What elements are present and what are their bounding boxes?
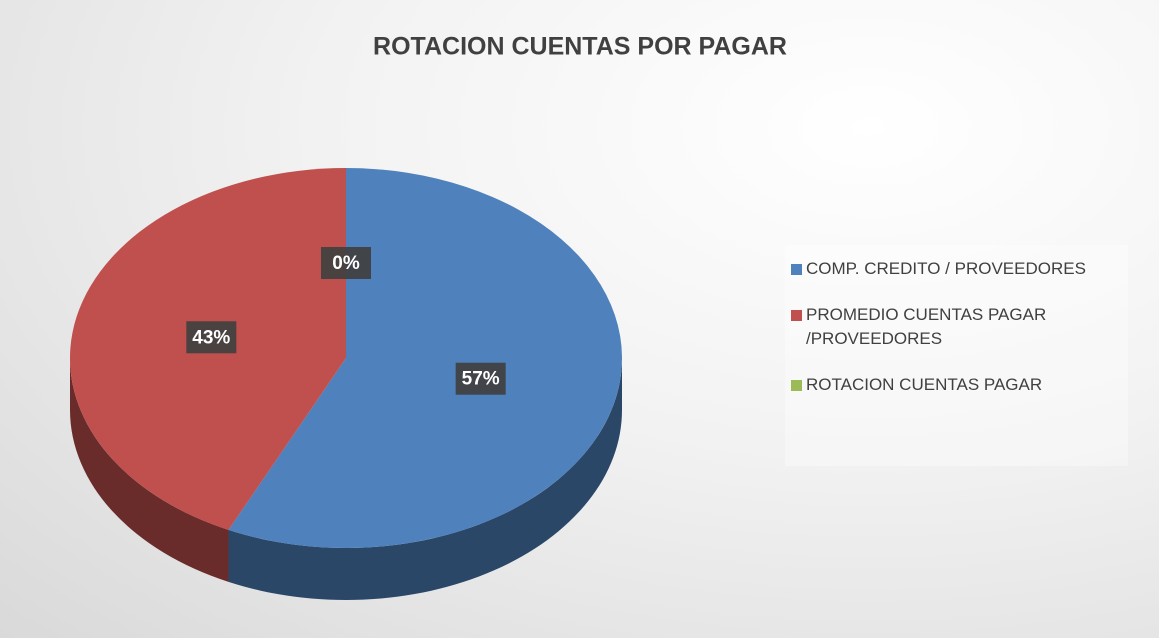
chart-title: ROTACION CUENTAS POR PAGAR bbox=[373, 33, 787, 61]
data-label-text: 43% bbox=[192, 327, 230, 348]
data-label-box bbox=[186, 321, 237, 354]
legend-item: ROTACION CUENTAS PAGAR bbox=[791, 373, 1121, 397]
legend-item: PROMEDIO CUENTAS PAGAR /PROVEEDORES bbox=[791, 303, 1121, 351]
data-label: 43% bbox=[186, 321, 237, 354]
slice-side bbox=[70, 358, 229, 582]
data-label-text: 0% bbox=[332, 253, 360, 274]
legend-swatch bbox=[791, 380, 802, 391]
slice bbox=[228, 168, 623, 548]
data-label-text: 57% bbox=[462, 369, 500, 390]
legend-item: COMP. CREDITO / PROVEEDORES bbox=[791, 257, 1121, 281]
data-label: 0% bbox=[321, 247, 371, 279]
slice-side bbox=[228, 358, 622, 600]
legend: COMP. CREDITO / PROVEEDORES PROMEDIO CUEN… bbox=[785, 245, 1128, 466]
data-label-box bbox=[321, 247, 371, 279]
legend-swatch bbox=[791, 310, 802, 321]
data-label-box bbox=[455, 362, 506, 395]
legend-label: PROMEDIO CUENTAS PAGAR /PROVEEDORES bbox=[806, 305, 1047, 348]
legend-label: COMP. CREDITO / PROVEEDORES bbox=[806, 259, 1086, 278]
legend-swatch bbox=[791, 264, 802, 275]
data-label: 57% bbox=[455, 362, 506, 395]
legend-label: ROTACION CUENTAS PAGAR bbox=[806, 375, 1043, 394]
